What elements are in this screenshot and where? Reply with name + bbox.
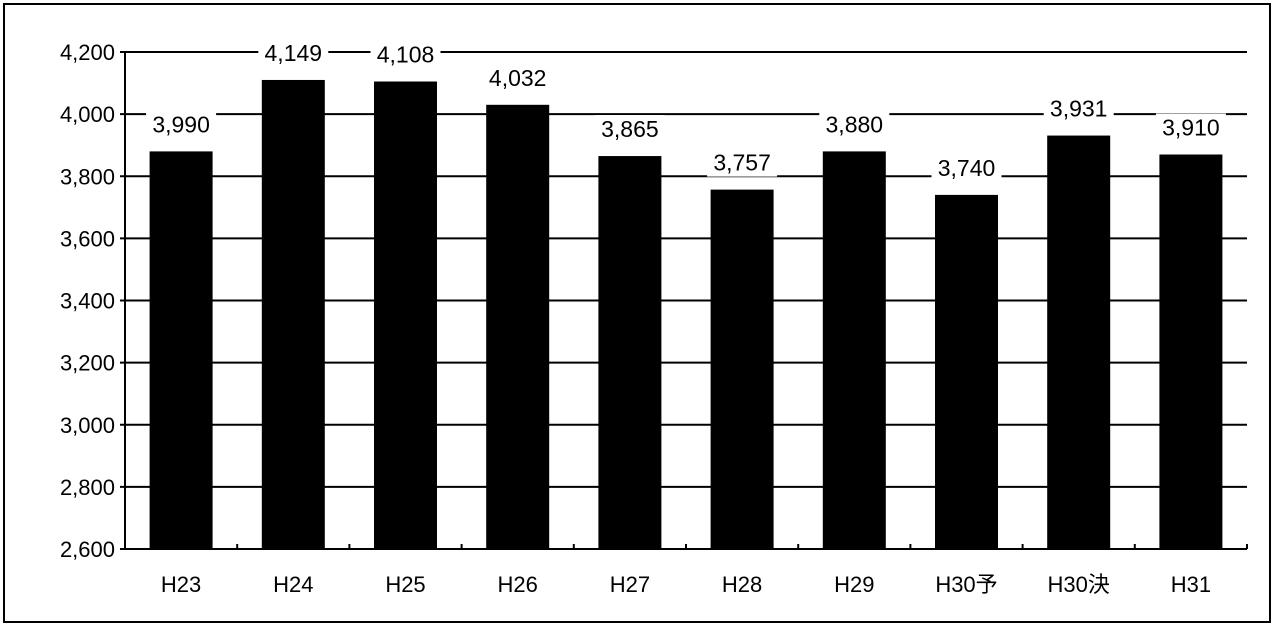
x-category-label: H30予 [935, 572, 997, 597]
x-category-label: H26 [498, 572, 538, 597]
y-tick-labels: 2,600 2,800 3,000 3,200 3,400 3,600 3,800 4,000… [60, 40, 115, 562]
data-label: 4,149 [265, 40, 323, 66]
y-tick-label: 2,800 [60, 475, 115, 500]
y-tick-label: 3,800 [60, 164, 115, 189]
bar [374, 81, 437, 550]
bar [149, 151, 213, 549]
data-label-background [594, 115, 665, 144]
y-tick-label: 3,600 [60, 226, 115, 251]
data-label-background [258, 38, 329, 67]
data-label: 4,032 [489, 65, 547, 91]
y-tick-label: 2,600 [60, 537, 115, 562]
bar [935, 194, 998, 549]
bar [1047, 135, 1111, 550]
data-labels: 3,990 4,149 4,108 4,032 3,865 3,757 3,880 3,740… [146, 38, 1226, 182]
data-label-background [707, 148, 778, 177]
x-category-label: H28 [722, 572, 762, 597]
x-category-label: H29 [834, 572, 874, 597]
bar [598, 156, 662, 549]
bar [261, 79, 325, 550]
data-label: 3,910 [1162, 115, 1220, 141]
data-label-background [931, 153, 1002, 182]
data-label: 3,880 [826, 111, 884, 137]
y-tick-label: 4,000 [60, 102, 115, 127]
x-category-label: H23 [161, 572, 201, 597]
data-label: 3,990 [152, 111, 210, 137]
data-label: 3,931 [1050, 96, 1108, 122]
data-label: 3,757 [713, 150, 771, 176]
data-label-background [370, 40, 441, 69]
data-label-background [482, 63, 553, 92]
data-label: 3,740 [938, 155, 996, 181]
y-tick-label: 4,200 [60, 40, 115, 65]
x-category-label: H25 [385, 572, 425, 597]
y-tick-label: 3,400 [60, 289, 115, 314]
data-label: 4,108 [377, 42, 435, 68]
data-label-background [1043, 94, 1114, 123]
y-tick-label: 3,200 [60, 351, 115, 376]
bar [710, 189, 774, 549]
data-label-background [1155, 113, 1226, 142]
bar [486, 104, 550, 550]
x-category-label: H27 [610, 572, 650, 597]
y-tick-label: 3,000 [60, 413, 115, 438]
data-label: 3,865 [601, 116, 659, 142]
bar [822, 151, 886, 549]
data-label-background [146, 110, 217, 139]
x-category-labels: H23 H24 H25 H26 H27 H28 H29 H30予 H30決 H31 [161, 572, 1211, 597]
bars [149, 79, 1223, 550]
x-category-label: H24 [273, 572, 313, 597]
x-category-label: H31 [1171, 572, 1211, 597]
bar [1159, 154, 1223, 549]
data-label-background [819, 110, 890, 139]
x-category-label: H30決 [1048, 572, 1110, 597]
